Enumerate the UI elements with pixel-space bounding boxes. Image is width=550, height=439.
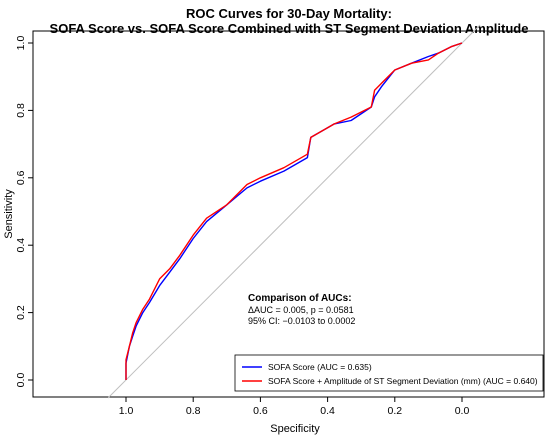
reference-diagonal-layer — [107, 24, 481, 399]
x-tick-label: 1.0 — [119, 405, 134, 417]
annotation-delta-auc: ΔAUC = 0.005, p = 0.0581 — [248, 305, 354, 315]
chart-subtitle: SOFA Score vs. SOFA Score Combined with … — [50, 21, 529, 36]
x-axis-label: Specificity — [270, 423, 320, 435]
series-layer — [125, 42, 463, 380]
legend-entry-sofa: SOFA Score (AUC = 0.635) — [268, 362, 372, 372]
x-tick-label: 0.2 — [387, 405, 402, 417]
y-axis-label: Sensitivity — [3, 189, 15, 239]
x-tick-label: 0.4 — [320, 405, 335, 417]
x-tick-label: 0.0 — [455, 405, 470, 417]
auc-comparison-annotation: Comparison of AUCs: ΔAUC = 0.005, p = 0.… — [248, 293, 355, 326]
y-tick-label: 1.0 — [15, 36, 27, 51]
series-line-sofa-st — [125, 42, 463, 380]
annotation-ci: 95% CI: −0.0103 to 0.0002 — [248, 316, 355, 326]
x-tick-label: 0.8 — [186, 405, 201, 417]
chart-title: ROC Curves for 30-Day Mortality: — [186, 6, 392, 21]
legend: SOFA Score (AUC = 0.635) SOFA Score + Am… — [234, 354, 544, 392]
plot-frame — [32, 30, 545, 398]
y-tick-label: 0.4 — [15, 238, 27, 253]
x-tick-label: 0.6 — [253, 405, 268, 417]
y-tick-label: 0.6 — [15, 170, 27, 185]
x-axis: 1.0 0.8 0.6 0.4 0.2 0.0 — [119, 396, 470, 417]
y-tick-label: 0.8 — [15, 103, 27, 118]
y-axis: 0.0 0.2 0.4 0.6 0.8 1.0 — [15, 36, 33, 388]
legend-box — [234, 354, 544, 392]
annotation-heading: Comparison of AUCs: — [248, 293, 352, 304]
legend-entry-sofa-st: SOFA Score + Amplitude of ST Segment Dev… — [268, 376, 538, 386]
y-tick-label: 0.0 — [15, 373, 27, 388]
reference-diagonal-line — [107, 24, 481, 399]
y-tick-label: 0.2 — [15, 305, 27, 320]
